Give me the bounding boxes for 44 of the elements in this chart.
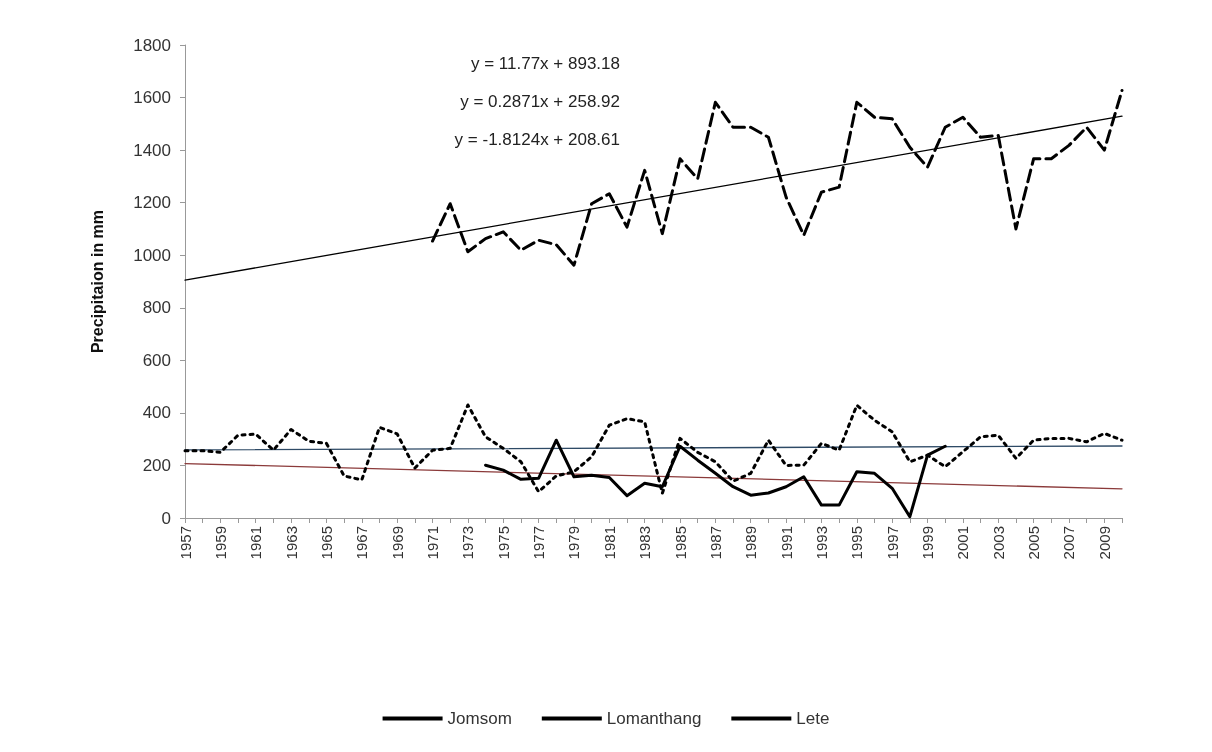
annotation: y = -1.8124x + 208.61 [454,130,620,149]
x-tick-label: 1987 [706,526,724,560]
x-tick-label: 2003 [989,526,1007,560]
x-tick-label: 1975 [494,526,512,560]
x-tick-label: 1989 [742,526,760,560]
y-tick-label: 800 [142,298,171,318]
x-tick-label: 2005 [1025,526,1043,560]
y-tick-label: 0 [161,508,171,528]
x-tick-label: 1967 [353,526,371,560]
y-tick-label: 200 [142,455,171,475]
y-tick-label: 1000 [133,245,171,265]
x-tick-label: 1969 [388,526,406,560]
x-tick-label: 1999 [919,526,937,560]
y-axis-title: Precipitaion in mm [88,209,106,354]
x-tick-label: 1973 [459,526,477,560]
x-tick-label: 1985 [671,526,689,560]
y-tick-label: 600 [142,350,171,370]
x-tick-label: 2001 [954,526,972,560]
legend-label: Lete [796,709,830,728]
x-tick-label: 2009 [1095,526,1113,560]
x-tick-label: 1965 [317,526,335,560]
legend-label: Lomanthang [606,709,702,728]
x-tick-label: 1997 [883,526,901,560]
x-tick-label: 1993 [812,526,830,560]
y-tick-label: 1400 [133,140,171,160]
annotation: y = 11.77x + 893.18 [470,54,620,73]
x-tick-label: 1977 [530,526,548,560]
x-tick-label: 1971 [424,526,442,560]
x-tick-label: 1959 [211,526,229,560]
x-tick-label: 1957 [176,526,194,560]
annotation: y = 0.2871x + 258.92 [460,92,620,111]
x-tick-label: 1981 [600,526,618,560]
y-tick-label: 1800 [133,35,171,55]
y-tick-label: 1200 [133,193,171,213]
legend-label: Jomsom [447,709,512,728]
x-tick-label: 1995 [848,526,866,560]
x-tick-label: 2007 [1060,526,1078,560]
x-tick-label: 1991 [777,526,795,560]
x-tick-label: 1963 [282,526,300,560]
y-tick-label: 400 [142,403,171,423]
x-tick-label: 1961 [247,526,265,560]
y-tick-label: 1600 [133,88,171,108]
x-tick-label: 1983 [636,526,654,560]
x-tick-label: 1979 [565,526,583,560]
